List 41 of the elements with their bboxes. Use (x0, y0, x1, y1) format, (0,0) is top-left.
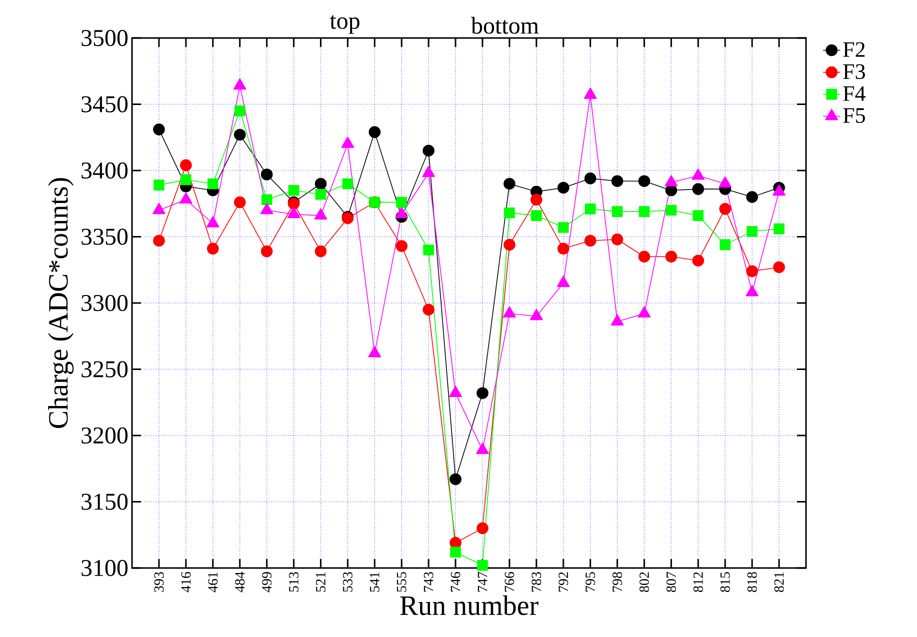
x-tick-label: 766 (504, 572, 514, 592)
x-tick-label: 499 (262, 572, 272, 592)
legend-label: F5 (843, 108, 865, 123)
x-tick-label: 746 (450, 572, 460, 592)
y-tick-label: 3300 (82, 294, 128, 312)
x-tick-label: 783 (532, 572, 542, 592)
x-tick-label: 807 (666, 572, 676, 592)
text: top (330, 15, 360, 34)
x-tick-label: 461 (208, 572, 218, 592)
x-tick-label: 818 (747, 572, 757, 592)
x-tick-label: 513 (289, 572, 298, 592)
x-tick-label: 533 (342, 572, 352, 592)
x-tick-label: 747 (478, 572, 488, 592)
x-tick-label: 798 (612, 572, 622, 592)
x-tick-label: 521 (316, 572, 326, 592)
text: bottom (471, 16, 539, 34)
y-tick-label: 3200 (82, 427, 128, 444)
legend-label: F3 (843, 64, 865, 80)
y-axis-title: Charge (ADC*counts) (48, 178, 74, 428)
x-axis-title: Run number (400, 595, 538, 616)
x-tick-label: 812 (693, 572, 703, 592)
y-tick-label: 3350 (82, 228, 128, 245)
y-tick-label: 3100 (82, 560, 128, 576)
y-tick-label: 3450 (82, 96, 128, 112)
y-tick-label: 3400 (82, 162, 128, 179)
x-tick-label: 743 (424, 572, 434, 592)
x-tick-label: 484 (235, 572, 245, 592)
x-tick-label: 393 (154, 572, 164, 592)
legend-label: F4 (843, 86, 866, 101)
x-tick-label: 802 (640, 572, 649, 592)
x-tick-label: 821 (774, 572, 784, 592)
legend-label: F2 (843, 42, 865, 57)
x-tick-label: 555 (396, 572, 406, 592)
x-tick-label: 815 (720, 572, 730, 592)
x-tick-label: 416 (181, 572, 191, 592)
x-tick-label: 541 (370, 572, 380, 592)
x-tick-label: 795 (586, 572, 596, 592)
y-tick-label: 3250 (82, 361, 128, 378)
y-tick-label: 3150 (82, 494, 128, 510)
y-tick-label: 3500 (82, 30, 128, 46)
x-tick-label: 792 (558, 572, 568, 592)
